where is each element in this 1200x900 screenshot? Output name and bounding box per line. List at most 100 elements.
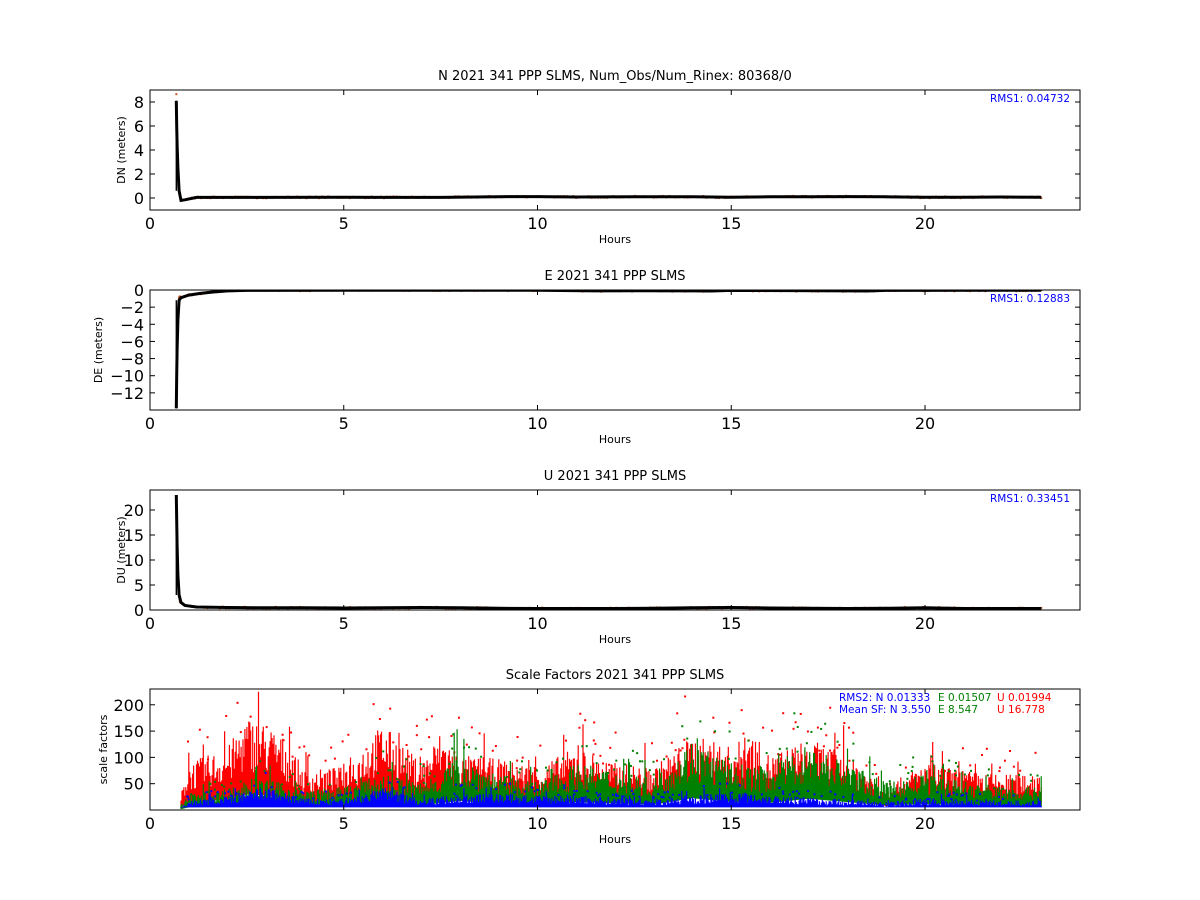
series-u-point: [799, 712, 802, 715]
series-u-point: [303, 745, 306, 748]
series-u-point: [389, 707, 392, 710]
series-e-point: [615, 759, 618, 762]
series-e-point: [480, 755, 483, 758]
series-e-point: [970, 769, 973, 772]
series-u-point: [1009, 749, 1012, 752]
series-e-point: [648, 769, 651, 772]
series-n-point: [396, 780, 399, 783]
series-n-point: [668, 796, 671, 799]
series-n-point: [893, 795, 896, 798]
series-u-point: [607, 763, 610, 766]
series-u-point: [450, 734, 453, 737]
series-u-point: [579, 712, 582, 715]
y-axis-label: DU (meters): [115, 516, 128, 583]
x-tick-label: 10: [527, 414, 547, 433]
series-e-point: [852, 759, 855, 762]
y-axis-label: DN (meters): [115, 116, 128, 184]
series-n-point: [726, 782, 729, 785]
series-n-point: [210, 790, 213, 793]
series-n-point: [978, 793, 981, 796]
series-e-point: [375, 756, 378, 759]
series-u-point: [998, 770, 1001, 773]
series-e-point: [468, 746, 471, 749]
panel-4: RMS2: N 0.01333 E 0.01507 U 0.01994 Mean SF…: [97, 668, 1081, 846]
y-tick-label: −8: [120, 350, 144, 369]
series-u-point: [848, 759, 851, 762]
x-axis-label: Hours: [599, 433, 631, 446]
x-tick-label: 0: [145, 414, 155, 433]
series-u-point: [655, 759, 658, 762]
series-e-point: [520, 760, 523, 763]
series-e-point: [535, 769, 538, 772]
series-e-point: [630, 774, 633, 777]
series-u-point: [422, 763, 425, 766]
series-u-point: [998, 766, 1001, 769]
series-u-point: [236, 701, 239, 704]
x-tick-label: 15: [721, 814, 741, 833]
series-n-point: [557, 794, 560, 797]
series-n-point: [954, 799, 957, 802]
series-e-point: [1018, 774, 1021, 777]
series-e-point: [641, 760, 644, 763]
series-u-point: [282, 739, 285, 742]
series-e-point: [280, 783, 283, 786]
series-e-point: [259, 760, 262, 763]
x-tick-label: 15: [721, 614, 741, 633]
plot-area: [174, 290, 1043, 409]
series-n-point: [216, 791, 219, 794]
y-tick-label: 200: [113, 696, 144, 715]
series-n-point: [460, 783, 463, 786]
series-n-point: [595, 791, 598, 794]
series-e-point: [546, 769, 549, 772]
series-n-point: [760, 793, 763, 796]
series-e-point: [805, 742, 808, 745]
series-n-point: [324, 790, 327, 793]
series-n-point: [807, 790, 810, 793]
series-u-point: [676, 712, 679, 715]
series-u-point: [740, 709, 743, 712]
series-u-point: [822, 745, 825, 748]
scale-annotation-n: RMS2: N 0.01333: [839, 692, 930, 704]
series-n-point: [524, 790, 527, 793]
y-tick-label: 0: [134, 281, 144, 300]
series-u-point: [679, 749, 682, 752]
series-n-point: [702, 785, 705, 788]
series-n-point: [795, 790, 798, 793]
series-u-point: [818, 749, 821, 752]
x-tick-label: 20: [915, 414, 935, 433]
series-u-point: [778, 753, 781, 756]
series-u-point: [762, 726, 765, 729]
series-u-point: [491, 749, 494, 752]
plot-area: [174, 93, 1043, 203]
series-n-point: [337, 794, 340, 797]
series-n-point: [208, 796, 211, 799]
series-u-point: [415, 734, 418, 737]
x-axis-label: Hours: [599, 833, 631, 846]
series-u-point: [969, 764, 972, 767]
series-u-point: [372, 703, 375, 706]
series-e-point: [963, 773, 966, 776]
series-n-point: [227, 790, 230, 793]
x-tick-label: 10: [527, 214, 547, 233]
series-e-point: [519, 768, 522, 771]
series-e-point: [871, 773, 874, 776]
series-u-point: [225, 714, 228, 717]
series-n-point: [331, 796, 334, 799]
series-u-point: [521, 756, 524, 759]
series-e-point: [810, 730, 813, 733]
y-tick-label: 6: [134, 117, 144, 136]
series-n-point: [914, 798, 917, 801]
y-axis-label: scale factors: [97, 714, 110, 784]
series-e-point: [505, 775, 508, 778]
series-u-point: [1019, 769, 1022, 772]
series-u-point: [465, 743, 468, 746]
series-n-point: [657, 793, 660, 796]
series-u-point: [593, 721, 596, 724]
series-n-point: [896, 800, 899, 803]
series-u-point: [249, 715, 252, 718]
series-n-point: [302, 792, 305, 795]
series-e-point: [652, 760, 655, 763]
series-e-point: [209, 782, 212, 785]
series-n-point: [792, 790, 795, 793]
series-u-point: [298, 746, 301, 749]
